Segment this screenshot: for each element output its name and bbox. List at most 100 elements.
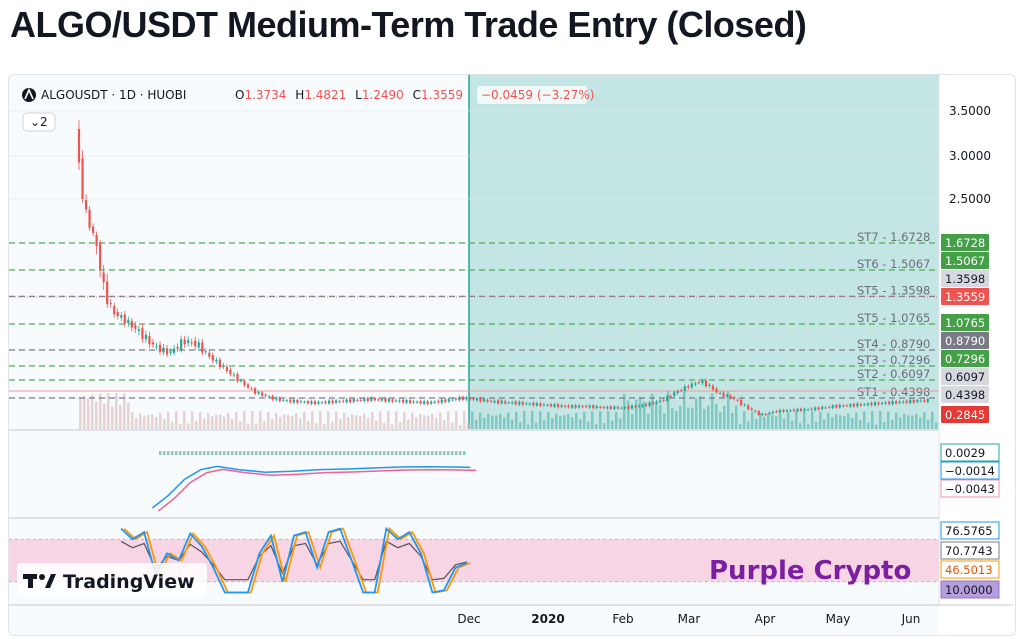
volume-bar [527,424,530,429]
candle-body [208,352,211,357]
collapse-indicators-button[interactable]: ⌄ 2 [22,112,56,132]
candle-body [387,398,391,402]
candle-body [197,342,200,348]
price-tag-label: 1.5067 [945,254,985,268]
chart-frame[interactable]: ST7 - 1.6728 ST6 - 1.5067 ST5 - 1.3598 ST5 … [8,74,1016,636]
volume-bar [631,414,634,429]
candle-body [324,401,327,403]
volume-bar [615,412,618,429]
volume-bar [439,412,442,429]
candle-body [489,400,493,402]
candle-body [870,402,873,406]
volume-bar [479,412,482,429]
price-tag [941,386,989,403]
volume-bar [159,412,162,429]
volume-bar [799,423,802,429]
volume-bar [663,413,666,429]
candle-body [814,407,817,411]
candle-body [412,401,415,403]
candle-body [613,406,616,409]
price-tag-label: 1.6728 [945,236,985,250]
price-tag-label: 0.8790 [945,334,985,348]
volume-bar [895,412,898,429]
volume-bar [367,418,370,429]
volume-bar [347,417,350,429]
candle-body [842,405,845,407]
candle-body [539,403,542,406]
candle-body [444,399,447,403]
volume-bar [163,419,166,429]
macd-histogram-bar [183,451,186,455]
candle-body [595,406,598,409]
candle-body [884,402,887,404]
candle-body [275,397,278,400]
candle-body [859,404,863,406]
candle-body [782,410,785,412]
time-tick-label: Feb [612,612,633,626]
macd-histogram-bar [299,451,302,455]
volume-bar [499,413,502,429]
candle-body [394,400,398,402]
candle-body [261,392,264,396]
candle-body [630,405,634,409]
level-label-1: ST7 - 1.6728 [857,230,930,244]
volume-bar [763,416,766,429]
volume-bar [255,423,258,429]
high-label: H [295,88,304,102]
volume-bar [239,421,242,429]
candle-body [416,401,419,403]
volume-bar [335,411,338,429]
volume-bar [263,421,266,429]
volume-bar [359,416,362,429]
macd-histogram-bar [319,451,322,455]
macd-histogram-bar [175,451,178,455]
macd-histogram-bar [247,451,250,455]
candle-body [694,383,697,385]
volume-bar [459,424,462,429]
candle-body [764,413,767,415]
volume-bar [247,423,250,429]
candle-body [264,394,267,396]
volume-bar [699,396,702,429]
volume-bar [795,411,798,429]
candle-body [563,406,567,408]
volume-bar [283,414,286,429]
candle-body [257,391,260,394]
candle-body [747,405,750,410]
volume-bar [555,413,558,429]
candle-body [666,395,669,402]
symbol-label[interactable]: ALGOUSDT · 1D · HUOBI [41,88,186,102]
candle-body [317,401,320,404]
trading-chart[interactable]: ST7 - 1.6728 ST6 - 1.5067 ST5 - 1.3598 ST5 … [9,75,1015,635]
candle-body [546,404,549,406]
candle-body [722,392,725,397]
volume-bar [691,407,694,429]
candle-body [669,395,672,397]
candle-body [222,365,225,367]
candle-body [349,399,352,403]
volume-bar [191,411,194,429]
volume-bar [403,411,406,429]
volume-bar [423,415,426,429]
macd-histogram-bar [295,451,298,455]
candle-body [433,401,436,403]
volume-bar [167,411,170,429]
volume-bar [431,413,434,429]
macd-histogram-bar [463,451,466,455]
volume-bar [199,412,202,429]
candle-body [461,396,465,400]
volume-bar [575,412,578,429]
candle-body [856,403,859,407]
candle-body [821,406,824,410]
candle-body [817,407,820,410]
macd-histogram-bar [447,451,450,455]
candle-body [504,401,507,404]
open-label: O [235,88,244,102]
candle-body [627,406,630,409]
candle-body [472,398,475,400]
candle-body [183,339,186,345]
volume-bar [215,414,218,429]
price-tag-label: 1.3598 [945,272,985,286]
candle-body [570,405,574,408]
volume-bar [115,393,118,429]
